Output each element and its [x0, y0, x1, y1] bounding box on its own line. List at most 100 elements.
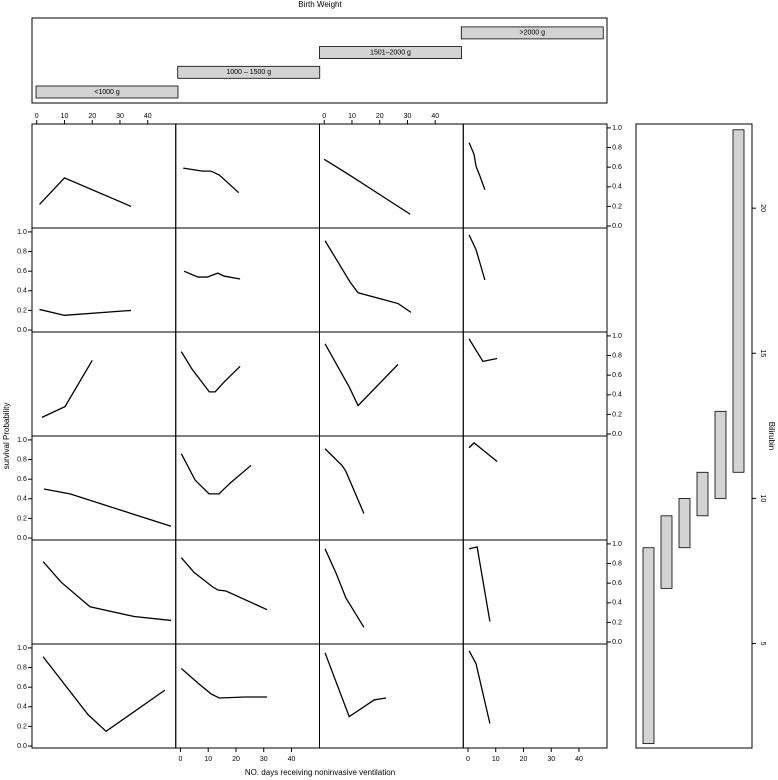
x-tick-label: 30 — [404, 113, 412, 120]
panel-frame — [319, 123, 464, 229]
y-tick-label: 0.6 — [17, 684, 27, 691]
x-tick-label: 10 — [204, 756, 212, 763]
y-tick-label: 0.6 — [612, 164, 622, 171]
panel-frame — [462, 123, 608, 229]
panel-frame — [175, 435, 320, 541]
y-tick-label: 0.8 — [17, 248, 27, 255]
given-panel — [635, 123, 753, 749]
line — [324, 240, 412, 313]
given-panel — [31, 17, 608, 104]
line — [180, 668, 268, 699]
y-tick-label: 0.8 — [612, 352, 622, 359]
line — [468, 142, 486, 190]
panel-frame — [31, 435, 177, 541]
panel-frame — [31, 539, 177, 645]
line — [324, 343, 399, 407]
y-tick-label: 0.2 — [17, 515, 27, 522]
panel-frame — [31, 123, 177, 229]
x-tick-label: 20 — [88, 113, 96, 120]
panel-frame — [462, 331, 608, 437]
line — [468, 234, 486, 281]
line — [41, 360, 93, 418]
given-tick-label: 10 — [759, 495, 766, 503]
panel-frame — [31, 643, 177, 749]
panel-frame — [175, 227, 320, 333]
x-tick-label: 40 — [431, 113, 439, 120]
given-interval — [678, 497, 691, 549]
x-tick-label: 40 — [575, 756, 583, 763]
y-tick-label: 1.0 — [17, 645, 27, 652]
line — [39, 308, 132, 316]
y-tick-label: 0.6 — [17, 268, 27, 275]
line — [180, 557, 268, 611]
line — [468, 441, 498, 463]
y-tick-label: 0.6 — [612, 372, 622, 379]
y-tick-label: 0.2 — [17, 723, 27, 730]
y-tick-label: 0.8 — [612, 144, 622, 151]
y-tick-label: 0.0 — [17, 535, 27, 542]
given-bar-label: <1000 g — [94, 89, 120, 96]
given-bar-label: >2000 g — [520, 30, 546, 37]
panel-frame — [175, 539, 320, 645]
y-tick-label: 1.0 — [17, 229, 27, 236]
x-tick-label: 0 — [466, 756, 470, 763]
x-tick-label: 20 — [520, 756, 528, 763]
y-tick-label: 0.4 — [17, 288, 27, 295]
x-tick-label: 10 — [348, 113, 356, 120]
panel-frame — [462, 643, 608, 749]
line — [39, 177, 132, 208]
panel-frame — [319, 435, 464, 541]
y-tick-label: 0.2 — [612, 619, 622, 626]
x-tick-label: 30 — [116, 113, 124, 120]
y-axis-label: survival Probability — [2, 403, 11, 470]
given-bar — [460, 26, 604, 40]
panel-frame — [175, 123, 320, 229]
y-tick-label: 0.0 — [17, 327, 27, 334]
y-tick-label: 0.4 — [17, 704, 27, 711]
given-bar — [319, 46, 462, 59]
line — [180, 453, 252, 495]
y-tick-label: 1.0 — [612, 125, 622, 132]
given-tick-label: 5 — [759, 642, 766, 646]
line — [324, 548, 365, 628]
y-tick-label: 0.2 — [17, 307, 27, 314]
y-tick-label: 0.8 — [612, 560, 622, 567]
line — [183, 167, 240, 194]
given-interval — [696, 471, 709, 517]
x-tick-label: 0 — [35, 113, 39, 120]
y-tick-label: 0.6 — [17, 476, 27, 483]
given-tick-label: 20 — [759, 204, 766, 212]
x-axis-label: NO. days receiving noninvasive ventilati… — [245, 768, 395, 777]
x-tick-label: 20 — [376, 113, 384, 120]
given-bar-label: 1501–2000 g — [370, 49, 411, 56]
x-tick-label: 0 — [322, 113, 326, 120]
y-tick-label: 1.0 — [612, 541, 622, 548]
line — [42, 656, 166, 733]
line — [468, 650, 491, 724]
panel-frame — [175, 643, 320, 749]
panel-frame — [319, 539, 464, 645]
y-tick-label: 0.4 — [612, 392, 622, 399]
y-tick-label: 0.4 — [612, 184, 622, 191]
panel-frame — [319, 331, 464, 437]
given-interval — [714, 410, 727, 499]
y-tick-label: 0.6 — [612, 580, 622, 587]
y-tick-label: 0.8 — [17, 456, 27, 463]
x-tick-label: 10 — [61, 113, 69, 120]
y-tick-label: 0.2 — [612, 411, 622, 418]
y-tick-label: 0.0 — [612, 639, 622, 646]
line — [323, 158, 411, 215]
y-tick-label: 0.0 — [17, 743, 27, 750]
line — [468, 546, 491, 622]
y-tick-label: 0.4 — [17, 496, 27, 503]
y-tick-label: 0.8 — [17, 664, 27, 671]
line — [468, 338, 498, 363]
y-tick-label: 0.0 — [612, 223, 622, 230]
x-tick-label: 40 — [144, 113, 152, 120]
x-tick-label: 40 — [288, 756, 296, 763]
x-tick-label: 20 — [232, 756, 240, 763]
panel-frame — [319, 227, 464, 333]
y-tick-label: 1.0 — [17, 437, 27, 444]
